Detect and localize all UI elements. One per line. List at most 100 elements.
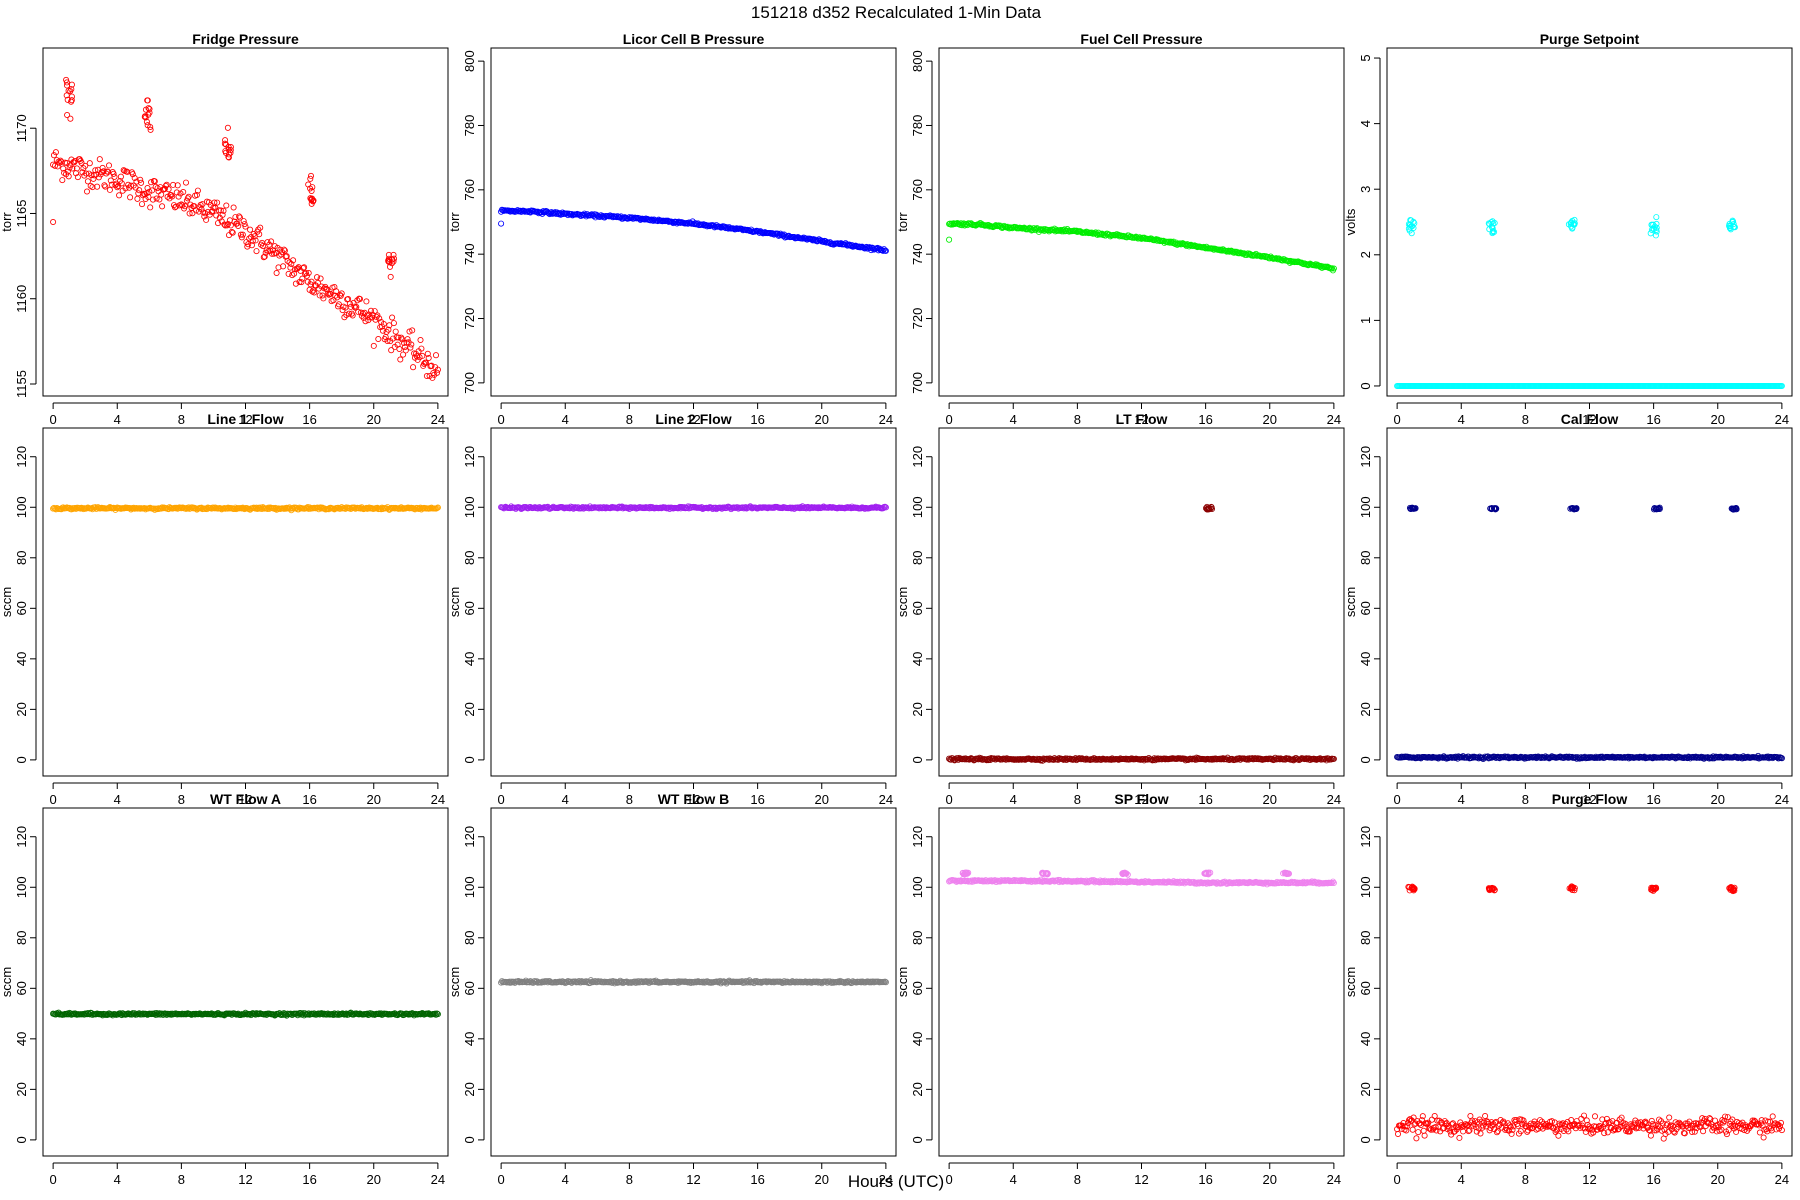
data-point (1653, 214, 1660, 221)
x-tick-label: 16 (1646, 792, 1660, 807)
x-axis: 0 4 8 12 16 20 24 (50, 402, 445, 427)
data-point (384, 337, 391, 345)
x-tick-label: 16 (302, 412, 316, 427)
y-tick-label: 80 (1358, 551, 1373, 565)
data-point (388, 347, 395, 354)
x-tick-label: 8 (626, 792, 633, 807)
y-tick-label: 120 (910, 446, 925, 468)
data-point (227, 222, 234, 229)
data-point (305, 505, 312, 512)
data-point (1294, 259, 1301, 266)
data-point (1136, 234, 1143, 241)
data-point (397, 356, 404, 363)
data-point (227, 149, 234, 156)
data-point (1165, 238, 1173, 245)
data-point (225, 146, 232, 153)
data-point (1024, 226, 1031, 233)
x-tick-label: 16 (1198, 412, 1212, 427)
y-tick-label: 1170 (14, 114, 29, 142)
data-point (174, 182, 181, 189)
panel-title: WT Flow B (658, 791, 730, 807)
data-point (69, 165, 76, 172)
y-tick-label: 120 (14, 446, 29, 468)
data-point (389, 335, 397, 342)
x-tick-label: 4 (114, 1172, 121, 1187)
x-tick-label: 8 (1074, 792, 1081, 807)
data-point (1216, 246, 1223, 253)
panel-title: Fridge Pressure (192, 31, 299, 47)
data-point (387, 273, 394, 280)
data-points (1394, 504, 1785, 763)
x-tick-label: 0 (50, 412, 57, 427)
y-tick-label: 20 (462, 702, 477, 716)
data-point (541, 209, 548, 216)
data-point (63, 79, 70, 86)
data-point (273, 269, 280, 277)
x-tick-label: 0 (1394, 792, 1401, 807)
data-point (73, 165, 80, 172)
x-tick-label: 16 (302, 792, 316, 807)
data-point (181, 203, 189, 210)
y-tick-label: 3 (1358, 186, 1373, 193)
data-point (406, 328, 413, 335)
data-point (641, 505, 648, 512)
x-tick-label: 24 (879, 412, 893, 427)
data-point (108, 181, 115, 188)
y-tick-label: 100 (14, 876, 29, 898)
data-point (147, 126, 154, 133)
data-point (882, 247, 889, 254)
data-point (307, 175, 314, 182)
data-point (433, 369, 441, 376)
data-point (946, 236, 953, 243)
panel-title: WT Flow A (210, 791, 281, 807)
data-point (1727, 223, 1734, 230)
data-point (333, 288, 340, 295)
data-point (88, 172, 95, 179)
data-point (308, 278, 315, 285)
data-point (338, 290, 345, 297)
x-tick-label: 24 (431, 792, 445, 807)
x-tick-label: 12 (238, 412, 252, 427)
data-point (83, 188, 91, 195)
x-tick-label: 20 (1711, 792, 1725, 807)
data-point (215, 207, 222, 214)
data-point (292, 280, 299, 287)
data-point (65, 87, 72, 94)
data-point (68, 97, 75, 104)
x-tick-label: 24 (879, 792, 893, 807)
data-point (221, 140, 228, 147)
data-point (358, 504, 365, 511)
x-axis: 0 4 8 12 16 20 24 (50, 1162, 445, 1187)
data-point (236, 213, 243, 220)
x-tick-label: 20 (1263, 412, 1277, 427)
data-point (147, 123, 154, 131)
plot-frame (42, 807, 449, 1157)
x-tick-label: 0 (946, 792, 953, 807)
data-point (404, 336, 411, 343)
y-tick-label: 1 (1358, 317, 1373, 324)
plot-frame (938, 807, 1345, 1157)
y-tick-label: 120 (462, 446, 477, 468)
data-point (281, 247, 288, 254)
data-point (425, 354, 432, 362)
data-point (74, 174, 81, 181)
data-point (289, 272, 296, 279)
data-point (87, 182, 94, 189)
data-points (946, 869, 1337, 888)
y-axis-title: sccm (0, 587, 14, 617)
y-tick-label: 0 (462, 1136, 477, 1143)
data-point (290, 257, 297, 264)
panel-title: Cal Flow (1561, 411, 1619, 427)
x-tick-label: 20 (367, 792, 381, 807)
data-point (105, 162, 113, 169)
data-point (848, 242, 856, 249)
x-tick-label: 16 (302, 1172, 316, 1187)
plot-frame (1386, 427, 1793, 777)
data-point (179, 202, 186, 209)
data-point (253, 248, 260, 255)
